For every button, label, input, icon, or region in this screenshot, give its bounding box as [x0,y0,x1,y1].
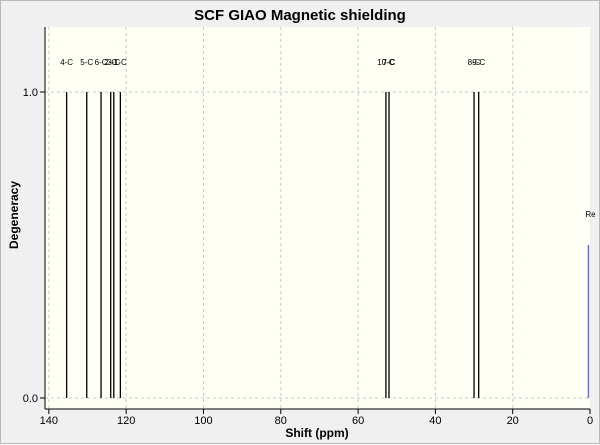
peak-label: 6-C [95,58,108,67]
x-axis-title: Shift (ppm) [285,426,348,440]
peak-label: 5-C [80,58,93,67]
reference-peak-label: Re [585,210,596,219]
x-tick-label: 100 [194,415,212,427]
x-tick-label: 140 [40,415,58,427]
plot-background [45,27,590,409]
y-axis-title: Degeneracy [7,181,21,249]
peak-labels: 4-C 5-C 6-C2-C3-C1-C 10-C7-C 8-C9-C Re [60,58,596,219]
y-axis-ticks: 0.0 1.0 [23,87,45,405]
grid-lines [45,27,590,409]
x-tick-label: 0 [587,415,593,427]
x-tick-label: 40 [429,415,441,427]
peak-label: 3-C [107,58,120,67]
peak-label: 8-C [468,58,481,67]
y-tick-label: 1.0 [23,87,38,99]
peak-label: 4-C [60,58,73,67]
peak-lines [65,92,590,398]
peak-label: 10-C [377,58,395,67]
peak-label: 7-C [383,58,396,67]
y-tick-label: 0.0 [23,393,38,405]
x-tick-label: 20 [507,415,519,427]
peak-label: 9-C [472,58,485,67]
x-tick-label: 80 [275,415,287,427]
x-axis-ticks: 140 120 100 80 60 40 20 0 [40,409,593,427]
chart-title: SCF GIAO Magnetic shielding [194,7,406,24]
peak-label: 1-C [114,58,127,67]
peak-label: 2-C [104,58,117,67]
x-tick-label: 60 [352,415,364,427]
x-tick-label: 120 [117,415,135,427]
